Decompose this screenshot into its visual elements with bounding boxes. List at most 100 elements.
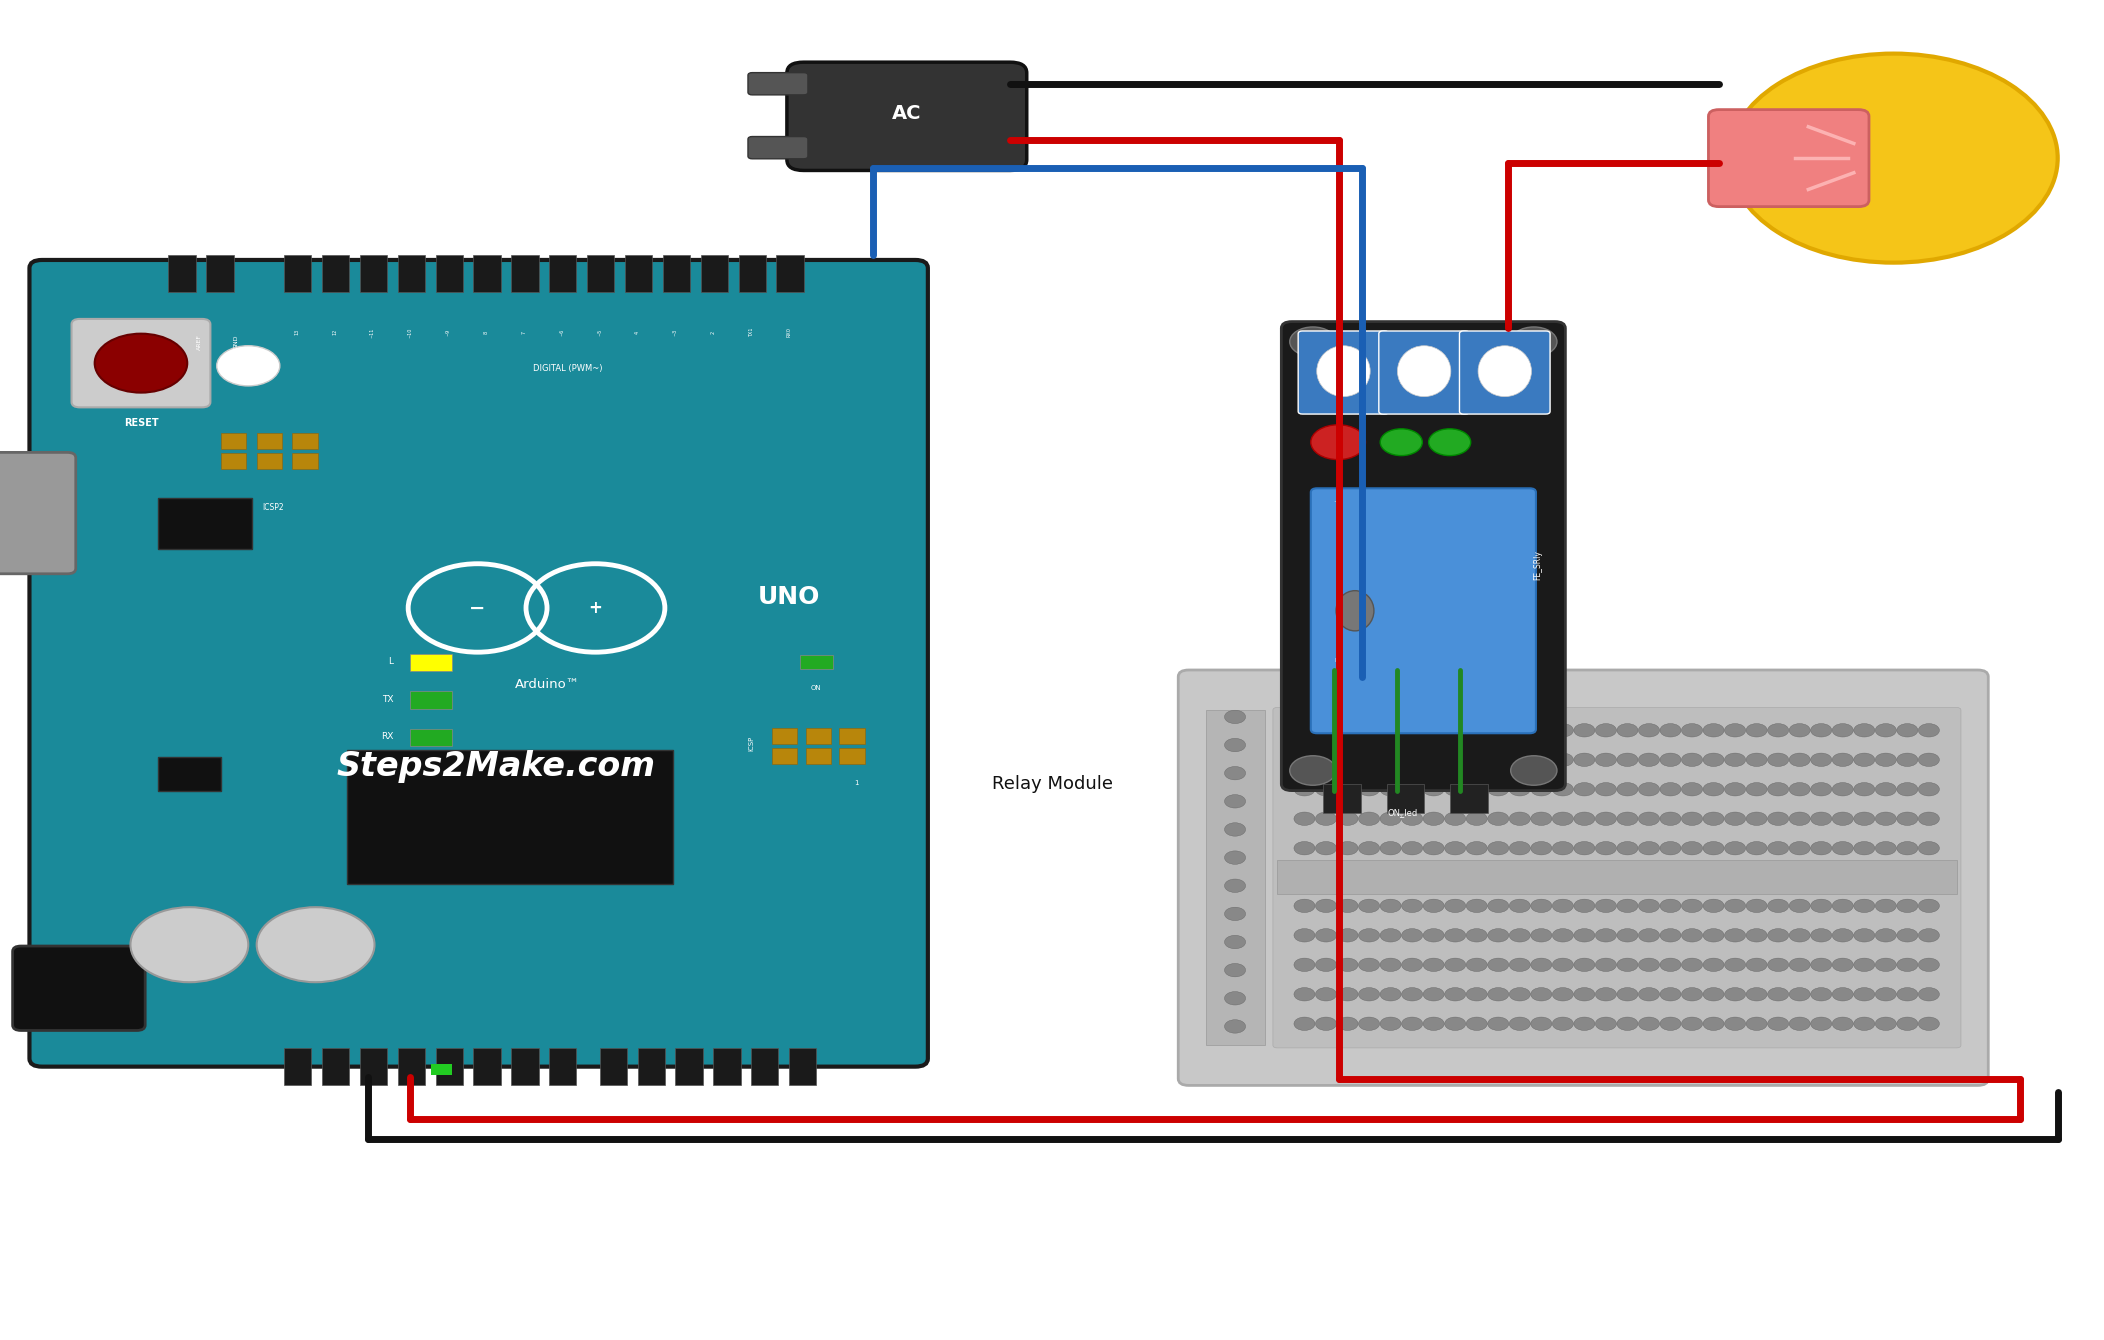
Bar [739, 255, 766, 292]
Circle shape [1616, 812, 1637, 825]
Circle shape [1702, 724, 1723, 737]
Ellipse shape [1479, 346, 1532, 397]
Text: Relay Module: Relay Module [991, 775, 1113, 793]
Circle shape [1660, 783, 1681, 796]
FancyBboxPatch shape [0, 453, 76, 574]
Circle shape [1812, 724, 1833, 737]
Circle shape [1422, 842, 1443, 855]
Text: DIGITAL (PWM~): DIGITAL (PWM~) [532, 364, 604, 373]
Bar [713, 1048, 741, 1085]
Circle shape [1788, 958, 1809, 971]
Circle shape [1401, 724, 1422, 737]
Circle shape [1833, 842, 1854, 855]
Circle shape [1359, 812, 1380, 825]
Circle shape [1660, 753, 1681, 766]
Text: Arduino™: Arduino™ [515, 678, 579, 690]
Text: UNO: UNO [757, 586, 821, 610]
Text: 7: 7 [522, 331, 526, 334]
Bar [776, 255, 804, 292]
Circle shape [1445, 753, 1466, 766]
Circle shape [1225, 738, 1246, 752]
Circle shape [1898, 842, 1919, 855]
Circle shape [1660, 812, 1681, 825]
Circle shape [1225, 879, 1246, 892]
Circle shape [1788, 724, 1809, 737]
Bar [587, 255, 614, 292]
Circle shape [1359, 842, 1380, 855]
Text: ICSP2: ICSP2 [263, 502, 284, 512]
Circle shape [1746, 724, 1767, 737]
Circle shape [1595, 724, 1616, 737]
Circle shape [1553, 724, 1574, 737]
Bar [284, 255, 311, 292]
Circle shape [1725, 988, 1746, 1001]
Circle shape [1725, 899, 1746, 913]
FancyBboxPatch shape [1378, 331, 1469, 414]
Circle shape [1854, 724, 1875, 737]
Circle shape [1574, 1017, 1595, 1030]
FancyBboxPatch shape [72, 319, 210, 407]
Circle shape [1445, 988, 1466, 1001]
Circle shape [1767, 1017, 1788, 1030]
Text: 4: 4 [635, 331, 640, 334]
Circle shape [1833, 958, 1854, 971]
Circle shape [1401, 929, 1422, 942]
Text: ON: ON [810, 685, 823, 690]
Circle shape [1553, 842, 1574, 855]
Circle shape [1466, 1017, 1488, 1030]
Circle shape [1509, 812, 1530, 825]
Circle shape [1466, 929, 1488, 942]
Text: TX1: TX1 [749, 327, 753, 338]
FancyBboxPatch shape [1298, 331, 1389, 414]
Circle shape [1875, 842, 1896, 855]
Circle shape [1466, 899, 1488, 913]
Circle shape [1422, 988, 1443, 1001]
Bar [322, 1048, 349, 1085]
Circle shape [1380, 783, 1401, 796]
Circle shape [1336, 988, 1357, 1001]
FancyBboxPatch shape [749, 72, 808, 95]
Circle shape [1359, 958, 1380, 971]
Bar [431, 1064, 452, 1075]
Circle shape [1898, 783, 1919, 796]
Circle shape [1445, 1017, 1466, 1030]
Circle shape [1702, 958, 1723, 971]
Circle shape [1833, 899, 1854, 913]
Circle shape [1225, 992, 1246, 1005]
Circle shape [1854, 958, 1875, 971]
Circle shape [1595, 842, 1616, 855]
Circle shape [1595, 899, 1616, 913]
Circle shape [1225, 795, 1246, 808]
Bar [549, 255, 576, 292]
Circle shape [1445, 783, 1466, 796]
Circle shape [1812, 1017, 1833, 1030]
FancyBboxPatch shape [1311, 488, 1536, 733]
Circle shape [1294, 988, 1315, 1001]
Circle shape [1788, 753, 1809, 766]
Circle shape [1725, 724, 1746, 737]
Circle shape [1294, 812, 1315, 825]
Bar [347, 750, 673, 884]
Circle shape [1833, 724, 1854, 737]
Circle shape [1639, 724, 1660, 737]
Circle shape [1660, 724, 1681, 737]
Circle shape [1574, 929, 1595, 942]
Bar [398, 1048, 425, 1085]
Circle shape [1660, 1017, 1681, 1030]
Circle shape [1898, 929, 1919, 942]
Ellipse shape [1317, 346, 1370, 397]
Text: TX: TX [383, 695, 393, 704]
Circle shape [1788, 812, 1809, 825]
Circle shape [1919, 812, 1940, 825]
Circle shape [1702, 988, 1723, 1001]
Circle shape [1616, 783, 1637, 796]
Text: 13: 13 [295, 330, 299, 335]
Circle shape [1812, 842, 1833, 855]
Bar [1323, 784, 1361, 813]
Text: ~1: ~1 [1334, 498, 1342, 504]
Circle shape [1445, 899, 1466, 913]
Circle shape [1532, 783, 1553, 796]
Circle shape [1639, 812, 1660, 825]
Circle shape [1919, 753, 1940, 766]
Circle shape [1898, 812, 1919, 825]
